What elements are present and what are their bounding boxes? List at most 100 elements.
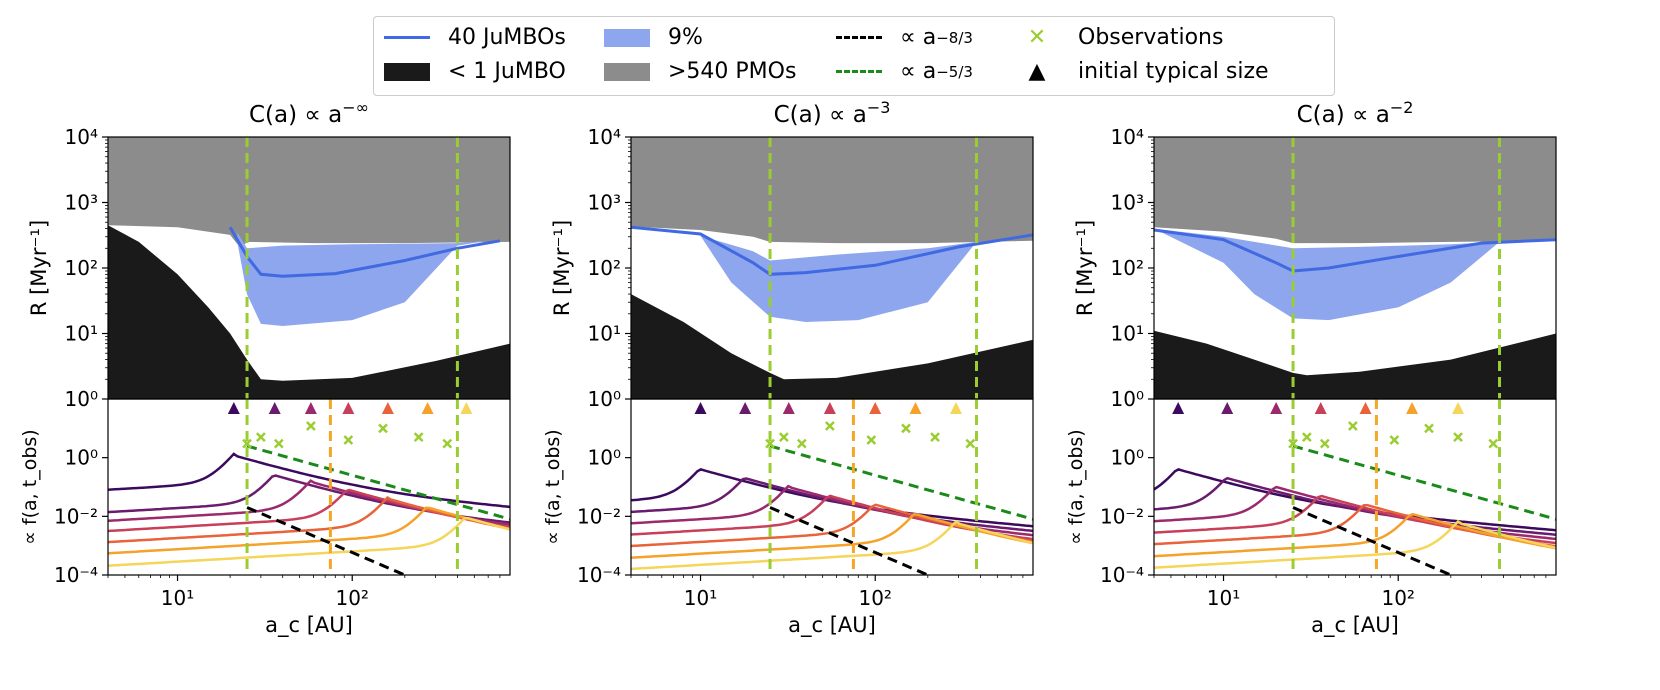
green-dashed-line bbox=[769, 444, 1033, 521]
y-tick-label: 10⁰ bbox=[65, 387, 98, 411]
initial-size-triangle bbox=[1314, 402, 1327, 414]
top-plot-area bbox=[631, 137, 1033, 399]
legend-label: initial typical size bbox=[1078, 59, 1269, 84]
observation-marker bbox=[255, 432, 266, 443]
y-tick-label: 10⁻⁴ bbox=[1100, 563, 1144, 587]
observation-marker bbox=[1288, 438, 1298, 449]
x-tick-label: 10¹ bbox=[684, 586, 717, 610]
distribution-curve bbox=[108, 452, 510, 509]
observation-marker bbox=[778, 432, 789, 443]
black-lt1-region bbox=[108, 225, 510, 399]
black-dashed-line bbox=[246, 506, 406, 575]
distribution-curve bbox=[1154, 512, 1556, 558]
green-dashed-line bbox=[246, 444, 510, 521]
black-dashed-line bbox=[769, 506, 929, 575]
observation-stroke bbox=[1347, 421, 1358, 431]
legend-patch-swatch bbox=[604, 62, 650, 81]
distribution-curve bbox=[1154, 476, 1556, 536]
observation-marker bbox=[343, 435, 354, 445]
observation-marker bbox=[965, 438, 976, 449]
initial-size-triangle bbox=[1406, 402, 1419, 414]
observation-stroke bbox=[1389, 435, 1400, 445]
observation-marker bbox=[273, 438, 284, 449]
initial-size-triangle bbox=[1172, 402, 1185, 414]
legend-line-swatch bbox=[384, 36, 430, 39]
legend-patch-swatch bbox=[384, 62, 430, 81]
cross-icon: ✕ bbox=[1027, 25, 1047, 50]
y-tick-label: 10⁴ bbox=[1111, 125, 1144, 149]
observation-stroke bbox=[1453, 432, 1463, 443]
initial-size-triangle bbox=[227, 402, 240, 414]
blue-9pct-band bbox=[700, 235, 977, 322]
observation-marker bbox=[1347, 421, 1358, 431]
observation-marker bbox=[242, 438, 252, 449]
jumbo-line bbox=[1154, 228, 1556, 273]
y-tick-label: 10³ bbox=[65, 191, 98, 215]
observation-stroke bbox=[796, 438, 807, 449]
y-tick-label: 10⁻² bbox=[54, 504, 98, 528]
observation-marker bbox=[1301, 432, 1312, 443]
top-y-axis-label: R [Myr⁻¹] bbox=[1073, 220, 1097, 316]
distribution-curve bbox=[1154, 468, 1556, 532]
initial-size-triangle bbox=[1359, 402, 1372, 414]
observation-marker bbox=[1453, 432, 1463, 443]
legend-label: ∝ a bbox=[900, 59, 937, 84]
y-tick-label: 10⁻² bbox=[577, 504, 621, 528]
bottom-y-axis-label: ∝ f(a, t_obs) bbox=[19, 429, 41, 544]
y-tick-label: 10² bbox=[65, 256, 98, 280]
y-tick-label: 10⁴ bbox=[65, 125, 98, 149]
legend-item-pmos: >540 PMOs bbox=[604, 59, 796, 84]
bottom-y-axis-label: ∝ f(a, t_obs) bbox=[1065, 429, 1087, 544]
observation-stroke bbox=[442, 438, 453, 449]
observation-marker bbox=[765, 438, 775, 449]
observation-stroke bbox=[1319, 438, 1330, 449]
x-tick-label: 10¹ bbox=[1207, 586, 1240, 610]
distribution-curve bbox=[631, 477, 1033, 533]
y-tick-label: 10³ bbox=[588, 191, 621, 215]
observation-stroke bbox=[824, 421, 835, 431]
observation-stroke bbox=[306, 421, 316, 431]
y-tick-label: 10⁰ bbox=[588, 387, 621, 411]
initial-size-triangle bbox=[1270, 402, 1283, 414]
jumbo-line bbox=[631, 225, 1033, 276]
y-tick-label: 10¹ bbox=[588, 322, 621, 346]
observation-marker bbox=[1389, 435, 1400, 445]
y-tick-label: 10⁻⁴ bbox=[54, 563, 98, 587]
x-axis-label: a_c [AU] bbox=[265, 613, 353, 638]
distribution-curve bbox=[631, 512, 1033, 559]
jumbo-line bbox=[228, 226, 501, 278]
panel-title: C(a) ∝ a−∞ bbox=[249, 98, 369, 128]
legend-label: 40 JuMBOs bbox=[448, 25, 566, 50]
blue-9pct-band bbox=[1154, 228, 1500, 321]
y-tick-label: 10⁴ bbox=[588, 125, 621, 149]
panel-title-main: C(a) ∝ a bbox=[1297, 102, 1390, 128]
legend-label: ∝ a bbox=[900, 25, 937, 50]
panel-title-main: C(a) ∝ a bbox=[249, 102, 342, 128]
legend-item-observations: ✕ Observations bbox=[1014, 25, 1224, 50]
observation-stroke bbox=[242, 438, 252, 449]
observation-marker bbox=[1424, 423, 1434, 434]
initial-size-triangle bbox=[823, 402, 836, 414]
legend: 40 JuMBOs 9% ∝ a −8/3 ✕ Observations < 1 … bbox=[373, 16, 1335, 96]
legend-item-power-8-3: ∝ a −8/3 bbox=[836, 25, 973, 50]
y-tick-label: 10⁰ bbox=[588, 446, 621, 470]
observation-marker bbox=[413, 432, 424, 443]
grey-pmo-region bbox=[631, 137, 1033, 244]
initial-size-triangle bbox=[1221, 402, 1234, 414]
initial-size-triangle bbox=[268, 402, 281, 414]
x-tick-label: 10² bbox=[1381, 586, 1414, 610]
observation-stroke bbox=[1288, 438, 1298, 449]
panel-title-main: C(a) ∝ a bbox=[774, 102, 867, 128]
bottom-frame bbox=[107, 398, 511, 576]
top-y-axis-label: R [Myr⁻¹] bbox=[550, 220, 574, 316]
observation-stroke bbox=[413, 432, 424, 443]
blue-9pct-band bbox=[237, 232, 489, 326]
initial-size-triangle bbox=[950, 402, 963, 414]
legend-sup: −5/3 bbox=[936, 62, 973, 81]
legend-dash-swatch bbox=[836, 70, 882, 73]
top-y-axis-label: R [Myr⁻¹] bbox=[27, 220, 51, 316]
panel-title: C(a) ∝ a−3 bbox=[774, 98, 891, 128]
panel-title: C(a) ∝ a−2 bbox=[1297, 98, 1414, 128]
initial-size-triangle bbox=[342, 402, 355, 414]
